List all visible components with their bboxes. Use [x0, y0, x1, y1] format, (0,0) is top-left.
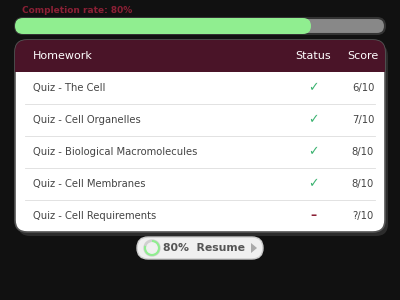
- FancyBboxPatch shape: [15, 56, 385, 72]
- FancyBboxPatch shape: [15, 18, 311, 34]
- Text: Homework: Homework: [33, 51, 93, 61]
- Wedge shape: [144, 240, 160, 256]
- Text: 7/10: 7/10: [352, 115, 374, 125]
- Text: 80%  Resume: 80% Resume: [163, 243, 245, 253]
- FancyBboxPatch shape: [15, 18, 385, 34]
- Text: 8/10: 8/10: [352, 147, 374, 157]
- Text: ✓: ✓: [308, 146, 318, 158]
- FancyBboxPatch shape: [15, 40, 385, 72]
- FancyBboxPatch shape: [137, 237, 263, 259]
- Text: 8/10: 8/10: [352, 179, 374, 189]
- Text: Quiz - Cell Requirements: Quiz - Cell Requirements: [33, 211, 156, 221]
- Text: ✓: ✓: [308, 113, 318, 127]
- Text: 6/10: 6/10: [352, 83, 374, 93]
- Text: ✓: ✓: [308, 82, 318, 94]
- Text: Quiz - The Cell: Quiz - The Cell: [33, 83, 105, 93]
- Text: Quiz - Cell Membranes: Quiz - Cell Membranes: [33, 179, 146, 189]
- FancyBboxPatch shape: [15, 40, 385, 232]
- Text: Completion rate: 80%: Completion rate: 80%: [22, 6, 132, 15]
- Circle shape: [144, 240, 160, 256]
- Text: Quiz - Biological Macromolecules: Quiz - Biological Macromolecules: [33, 147, 197, 157]
- Text: Status: Status: [295, 51, 331, 61]
- Polygon shape: [251, 243, 257, 253]
- Text: Score: Score: [347, 51, 379, 61]
- Text: Quiz - Cell Organelles: Quiz - Cell Organelles: [33, 115, 141, 125]
- FancyBboxPatch shape: [18, 44, 388, 236]
- Text: ?/10: ?/10: [352, 211, 374, 221]
- Text: ✓: ✓: [308, 178, 318, 190]
- Text: –: –: [310, 209, 316, 223]
- Circle shape: [147, 243, 157, 253]
